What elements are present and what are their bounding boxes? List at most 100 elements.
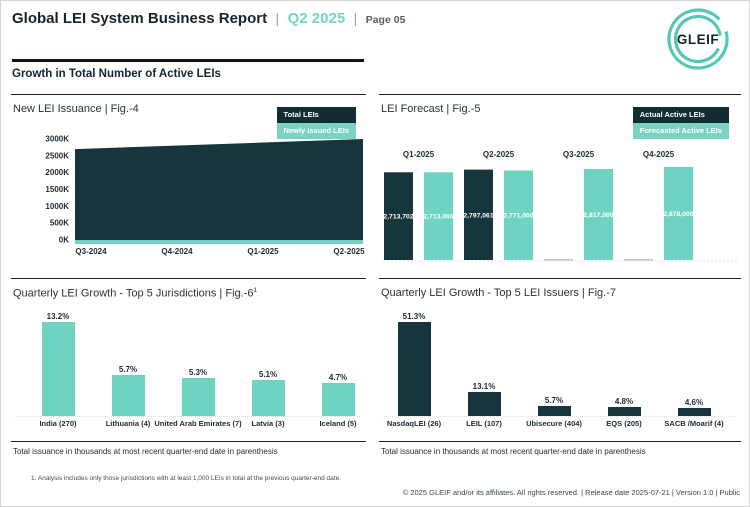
bar-category-label: India (270) (39, 419, 77, 428)
bar (181, 378, 215, 416)
fig7-bars: 51.3% NasdaqLEI (26) 13.1% LEIL (107) 5.7% Ub… (379, 305, 729, 441)
panel-lei-forecast: LEI Forecast | Fig.-5 Actual Active LEIs… (379, 94, 741, 278)
x-tick-label: Q3-2024 (75, 247, 107, 256)
section-title: Growth in Total Number of Active LEIs (12, 68, 221, 80)
bar-category-label: Iceland (5) (319, 419, 357, 428)
bar-value-label: 4.6% (684, 397, 704, 407)
bar (321, 382, 355, 416)
footnote-marker: 1 (253, 287, 258, 294)
newly-issued-area (75, 240, 363, 244)
left-column: New LEI Issuance | Fig.-4 Total LEIs New… (11, 94, 366, 469)
panel-title-text: Quarterly LEI Growth - Top 5 Jurisdictio… (13, 287, 254, 300)
bar (607, 407, 641, 416)
footnote: 1. Analysis includes only those jurisdic… (31, 475, 342, 482)
bar-value-label: 5.7% (544, 395, 564, 405)
fig7-baseline (383, 416, 735, 417)
bar-value-label: 2,713,000 (423, 214, 453, 221)
right-column: LEI Forecast | Fig.-5 Actual Active LEIs… (379, 94, 741, 469)
bar (251, 379, 285, 416)
bar-category-label: LEIL (107) (466, 419, 502, 428)
y-tick-label: 500K (50, 219, 69, 228)
bar (664, 167, 693, 260)
x-tick-label: Q2-2025 (333, 247, 365, 256)
empty-bar-marker (544, 259, 573, 261)
bar-category-label: NasdaqLEI (26) (386, 419, 442, 428)
bar (464, 169, 493, 260)
bar-value-label: 13.2% (46, 312, 70, 321)
report-title: Global LEI System Business Report (12, 10, 268, 27)
bar-value-label: 2,713,702 (383, 214, 413, 221)
header-divider: | (275, 10, 280, 26)
quarter-label: Q4-2025 (643, 150, 675, 159)
legend-item-forecasted-active-leis: Forecasted Active LEIs (632, 123, 729, 139)
y-tick-label: 2000K (45, 168, 69, 177)
bar-column: 51.3% NasdaqLEI (26) (379, 305, 449, 441)
panel-top5-lei-issuers: Quarterly LEI Growth - Top 5 LEI Issuers… (379, 278, 741, 441)
bar-category-label: Ubisecure (404) (526, 419, 582, 428)
bar-column: 13.1% LEIL (107) (449, 305, 519, 441)
bar-column: 13.2% India (270) (23, 305, 93, 441)
bar-column: 4.8% EQS (205) (589, 305, 659, 441)
report-quarter: Q2 2025 (287, 10, 346, 27)
empty-bar-marker (624, 259, 653, 261)
bar (41, 322, 75, 416)
y-tick-label: 1500K (45, 185, 69, 194)
header-rule (12, 59, 364, 62)
fig7-note: Total issuance in thousands at most rece… (379, 441, 741, 469)
bar-category-label: United Arab Emirates (7) (154, 419, 242, 428)
gleif-logo: GLEIF (667, 8, 729, 70)
x-tick-label: Q4-2024 (161, 247, 193, 256)
bar-column: 4.7% Iceland (5) (303, 305, 373, 441)
bar (537, 405, 571, 416)
bar (467, 392, 501, 416)
bar-column: 5.1% Latvia (3) (233, 305, 303, 441)
panel-top5-jurisdictions: Quarterly LEI Growth - Top 5 Jurisdictio… (11, 278, 366, 441)
bar-column: 5.7% Ubisecure (404) (519, 305, 589, 441)
bar-value-label: 5.1% (258, 369, 278, 379)
fig4-legend: Total LEIs Newly Issued LEIs (276, 107, 356, 139)
logo-inner-ring (673, 14, 723, 64)
bar-column: 4.6% SACB /Moarif (4) (659, 305, 729, 441)
fig5-legend: Actual Active LEIs Forecasted Active LEI… (632, 107, 729, 139)
bar-value-label: 4.7% (328, 372, 348, 382)
y-tick-label: 1000K (45, 202, 69, 211)
bar-category-label: Latvia (3) (251, 419, 285, 428)
page-number: Page 05 (365, 14, 406, 26)
bar (584, 169, 613, 260)
logo-text: GLEIF (677, 32, 719, 47)
report-header: Global LEI System Business Report | Q2 2… (12, 10, 405, 28)
panel-title: LEI Forecast | Fig.-5 (381, 103, 481, 115)
y-tick-label: 2500K (45, 151, 69, 160)
bar (111, 375, 145, 416)
bar-value-label: 5.3% (188, 368, 208, 378)
copyright: © 2025 GLEIF and/or its affiliates. All … (402, 488, 740, 497)
quarter-label: Q3-2025 (563, 150, 595, 159)
bar-category-label: Lithuania (4) (105, 419, 151, 428)
bar-value-label: 5.7% (118, 365, 138, 375)
bar-value-label: 4.8% (614, 397, 634, 407)
fig6-baseline (15, 416, 360, 417)
x-tick-label: Q1-2025 (247, 247, 279, 256)
panel-title: Quarterly LEI Growth - Top 5 Jurisdictio… (13, 287, 257, 300)
fig4-plot: 0K 500K 1000K 1500K 2000K 2500K 3000K Q3-2024 Q4… (45, 135, 365, 257)
bar-category-label: EQS (205) (606, 419, 642, 428)
bar-column: 5.7% Lithuania (4) (93, 305, 163, 441)
panel-title: New LEI Issuance | Fig.-4 (13, 103, 139, 115)
bar (424, 172, 453, 260)
legend-item-total-leis: Total LEIs (276, 107, 356, 123)
legend-item-newly-issued-leis: Newly Issued LEIs (276, 123, 356, 139)
bar-value-label: 2,771,000 (503, 213, 533, 220)
bar (677, 407, 711, 416)
bar-value-label: 13.1% (472, 382, 496, 391)
y-tick-label: 0K (59, 236, 69, 245)
quarter-label: Q1-2025 (403, 150, 435, 159)
bar-value-label: 2,878,000 (663, 211, 693, 218)
fig5-plot: Q1-2025 2,713,702 2,713,000 Q2-2025 2,797,06… (383, 150, 737, 262)
panel-new-lei-issuance: New LEI Issuance | Fig.-4 Total LEIs New… (11, 94, 366, 278)
fig6-note: Total issuance in thousands at most rece… (11, 441, 366, 469)
bar (384, 172, 413, 260)
bar-category-label: SACB /Moarif (4) (664, 419, 724, 428)
bar-value-label: 51.3% (402, 312, 426, 321)
legend-item-actual-active-leis: Actual Active LEIs (632, 107, 729, 123)
